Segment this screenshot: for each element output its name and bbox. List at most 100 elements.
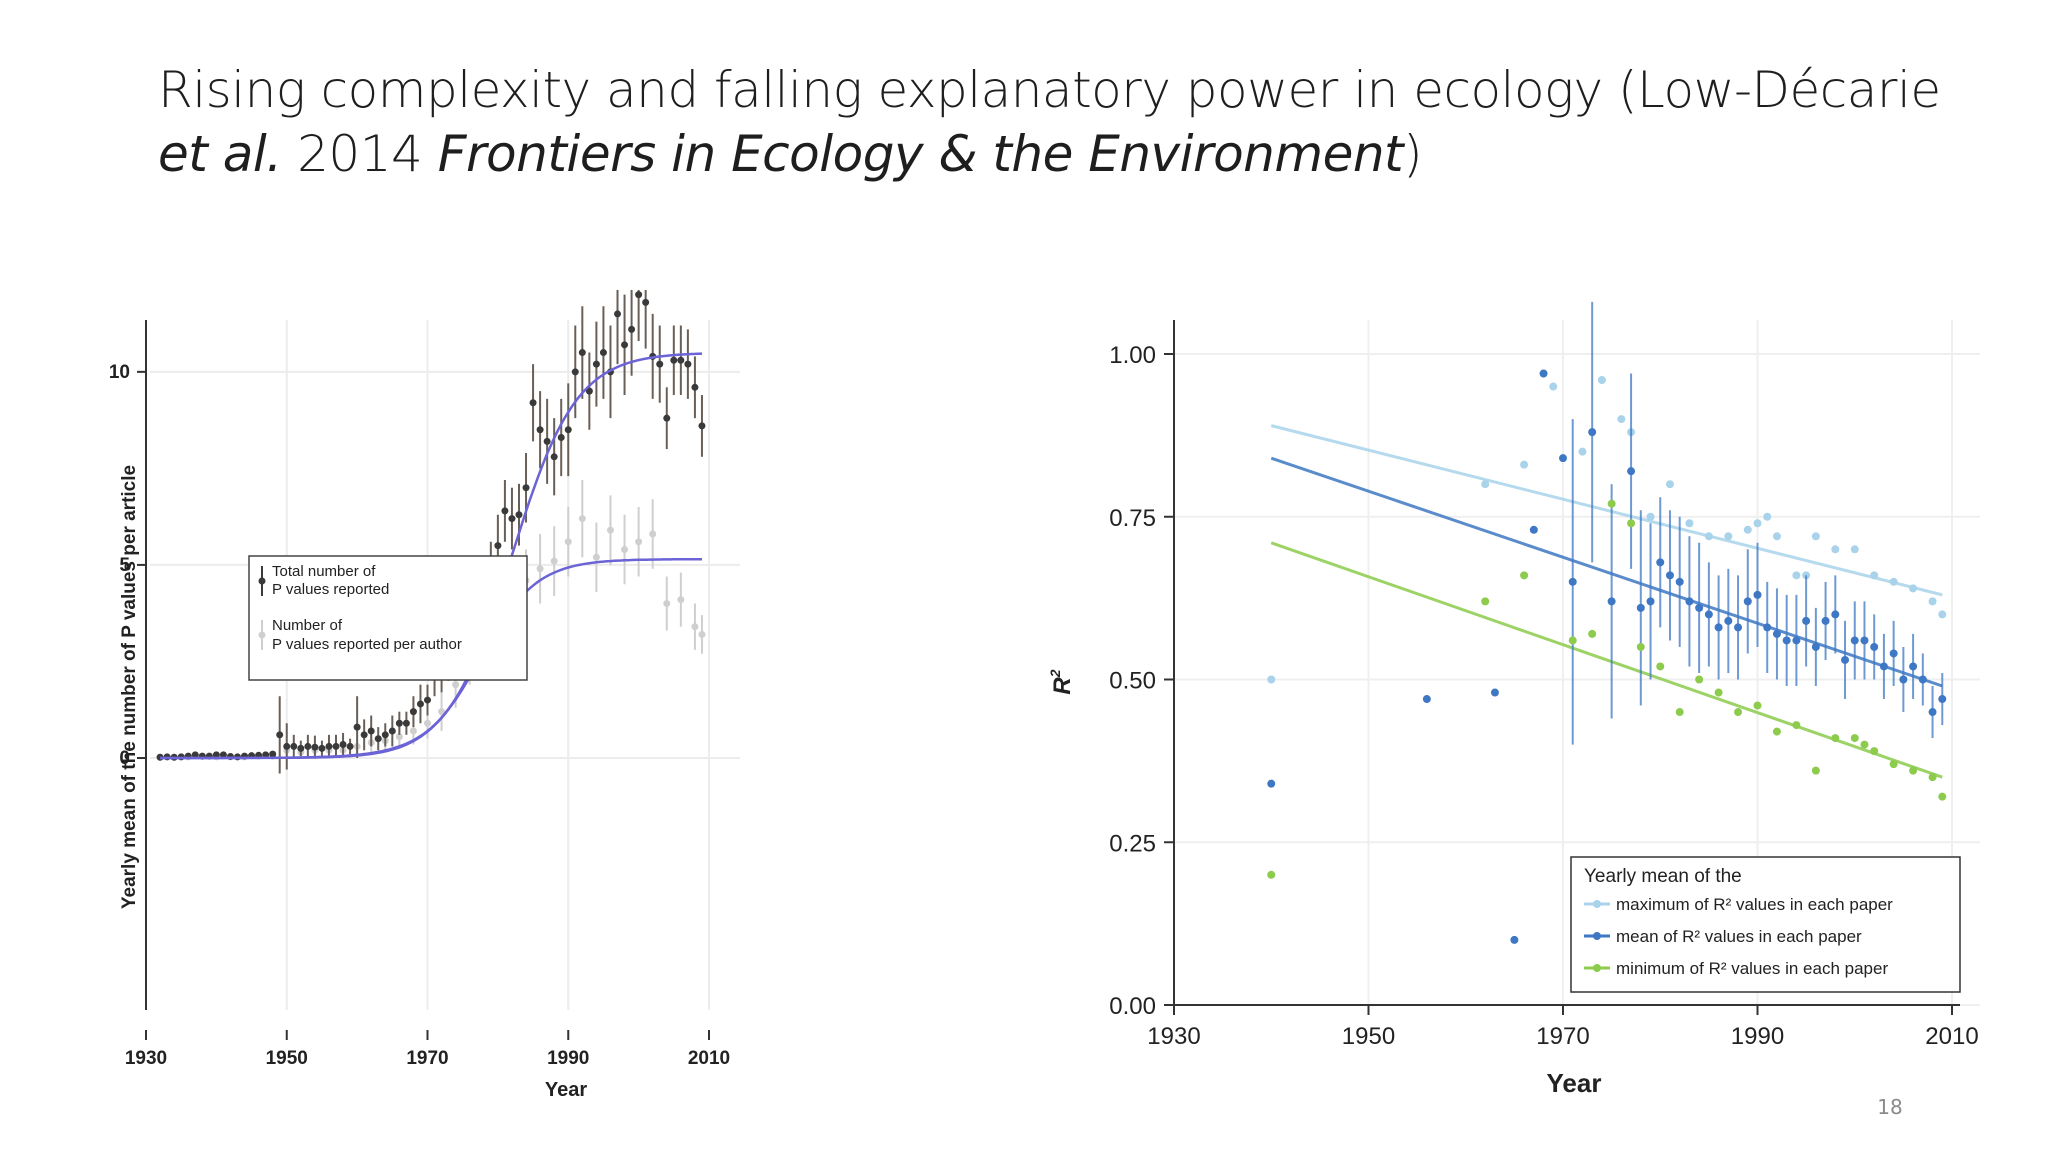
data-points xyxy=(1267,301,1947,944)
legend-max-marker xyxy=(1593,900,1601,908)
per-author-point xyxy=(649,530,657,538)
title-year: 2014 xyxy=(281,125,438,183)
min-point xyxy=(1627,519,1636,528)
per-author-point xyxy=(395,733,403,741)
legend-max-label: maximum of R² values in each paper xyxy=(1616,895,1893,914)
mean-point xyxy=(1734,623,1743,632)
min-point xyxy=(1588,629,1597,638)
total-point xyxy=(332,742,340,750)
total-point xyxy=(550,453,558,461)
total-point xyxy=(191,751,199,759)
max-point xyxy=(1870,571,1879,580)
mean-point xyxy=(1529,525,1538,534)
mean-point xyxy=(1627,467,1636,476)
mean-point xyxy=(1850,636,1859,645)
total-point xyxy=(670,356,678,364)
mean-point xyxy=(1636,603,1645,612)
mean-trend-line xyxy=(1270,456,1943,688)
mean-point xyxy=(1899,675,1908,684)
mean-point xyxy=(1928,708,1937,717)
total-point xyxy=(642,298,650,306)
max-point xyxy=(1763,512,1772,521)
y-tick-label: 5 xyxy=(119,555,130,576)
legend-mean-marker xyxy=(1593,932,1601,940)
max-point xyxy=(1938,610,1947,619)
max-point xyxy=(1665,480,1674,489)
min-point xyxy=(1695,675,1704,684)
min-point xyxy=(1860,740,1869,749)
per-author-point xyxy=(536,565,544,573)
max-point xyxy=(1481,480,1490,489)
total-point xyxy=(367,727,375,735)
x-axis-title: Year xyxy=(545,1079,587,1101)
total-point xyxy=(346,742,354,750)
min-point xyxy=(1772,727,1781,736)
total-point xyxy=(318,744,326,752)
total-point xyxy=(585,387,593,395)
mean-point xyxy=(1909,662,1918,671)
x-axis-title: Year xyxy=(1547,1068,1602,1098)
min-trend-line xyxy=(1270,541,1943,779)
total-point xyxy=(656,360,664,368)
per-author-point xyxy=(592,553,600,561)
max-point xyxy=(1578,447,1587,456)
total-point xyxy=(402,719,410,727)
total-point xyxy=(304,742,312,750)
title-text: Rising complexity and falling explanator… xyxy=(158,61,1941,119)
total-point xyxy=(564,426,572,434)
mean-point xyxy=(1763,623,1772,632)
min-point xyxy=(1938,792,1947,801)
max-point xyxy=(1743,525,1752,534)
max-point xyxy=(1792,571,1801,580)
total-point xyxy=(424,696,431,704)
y-tick-label: 0 xyxy=(119,748,130,769)
mean-point xyxy=(1704,610,1713,619)
max-point xyxy=(1909,584,1918,593)
total-point xyxy=(388,727,396,735)
mean-point xyxy=(1811,642,1820,651)
mean-point xyxy=(1714,623,1723,632)
x-tick-label: 1970 xyxy=(406,1048,448,1069)
per-author-point xyxy=(698,630,706,638)
per-author-point xyxy=(691,623,699,631)
mean-point xyxy=(1772,629,1781,638)
mean-point xyxy=(1607,597,1616,606)
mean-point xyxy=(1860,636,1869,645)
max-point xyxy=(1685,519,1694,528)
slide-title: Rising complexity and falling explanator… xyxy=(158,58,1978,186)
min-point xyxy=(1267,870,1276,879)
x-tick-label: 1950 xyxy=(1342,1023,1395,1050)
per-author-point xyxy=(663,600,671,608)
per-author-point xyxy=(424,719,431,727)
y-tick-label: 10 xyxy=(109,362,130,383)
mean-point xyxy=(1724,616,1733,625)
total-point xyxy=(353,723,361,731)
mean-point xyxy=(1656,558,1665,567)
total-point xyxy=(691,383,699,391)
max-point xyxy=(1617,415,1626,424)
legend-mean-label: mean of R² values in each paper xyxy=(1616,927,1862,946)
trend-lines xyxy=(1270,424,1943,779)
mean-point xyxy=(1918,675,1927,684)
min-point xyxy=(1831,734,1840,743)
total-point xyxy=(698,422,706,430)
max-point xyxy=(1646,512,1655,521)
total-point xyxy=(599,349,607,357)
legend-author-line1: Number of xyxy=(272,617,343,634)
mean-point xyxy=(1792,636,1801,645)
mean-point xyxy=(1870,642,1879,651)
x-tick-label: 2010 xyxy=(1925,1023,1978,1050)
min-point xyxy=(1753,701,1762,710)
min-point xyxy=(1889,760,1898,769)
x-tick-label: 1930 xyxy=(125,1048,167,1069)
legend-author-line2: P values reported per author xyxy=(272,636,462,653)
y-tick-label: 1.00 xyxy=(1109,342,1156,369)
min-point xyxy=(1636,642,1645,651)
per-author-point xyxy=(438,708,446,716)
total-point xyxy=(677,356,685,364)
total-point xyxy=(684,360,692,368)
total-point xyxy=(276,731,284,739)
per-author-point xyxy=(550,557,558,565)
mean-point xyxy=(1267,779,1276,788)
per-author-point xyxy=(578,515,586,523)
